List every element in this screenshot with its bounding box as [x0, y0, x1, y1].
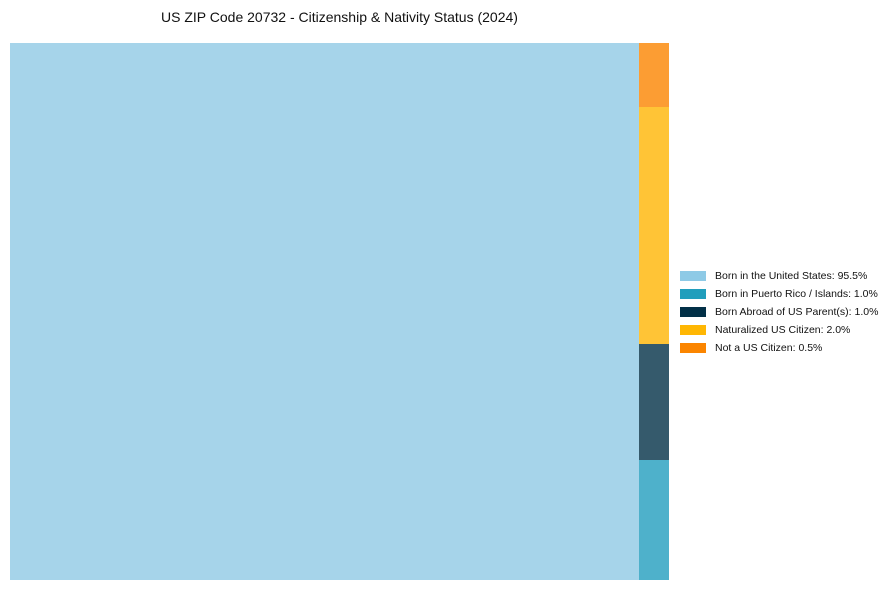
legend-label: Born in the United States: 95.5%: [715, 270, 868, 282]
legend-label: Naturalized US Citizen: 2.0%: [715, 324, 851, 336]
legend-item: Naturalized US Citizen: 2.0%: [680, 321, 878, 339]
legend-swatch: [680, 289, 706, 299]
chart-title: US ZIP Code 20732 - Citizenship & Nativi…: [161, 9, 518, 25]
legend-label: Born Abroad of US Parent(s): 1.0%: [715, 306, 879, 318]
tile-born-puerto-rico: [639, 460, 669, 580]
legend-swatch: [680, 343, 706, 353]
tile-not-us-citizen: [639, 43, 669, 107]
tile-naturalized: [639, 107, 669, 344]
legend-swatch: [680, 271, 706, 281]
legend-item: Born in the United States: 95.5%: [680, 267, 878, 285]
tile-born-abroad-us-parents: [639, 344, 669, 460]
treemap-plot: [10, 43, 669, 580]
legend-label: Not a US Citizen: 0.5%: [715, 342, 823, 354]
tile-born-in-us: [10, 43, 639, 580]
legend-item: Born Abroad of US Parent(s): 1.0%: [680, 303, 878, 321]
legend-swatch: [680, 325, 706, 335]
legend-label: Born in Puerto Rico / Islands: 1.0%: [715, 288, 878, 300]
legend-item: Born in Puerto Rico / Islands: 1.0%: [680, 285, 878, 303]
legend-swatch: [680, 307, 706, 317]
legend: Born in the United States: 95.5% Born in…: [680, 267, 878, 357]
legend-item: Not a US Citizen: 0.5%: [680, 339, 878, 357]
